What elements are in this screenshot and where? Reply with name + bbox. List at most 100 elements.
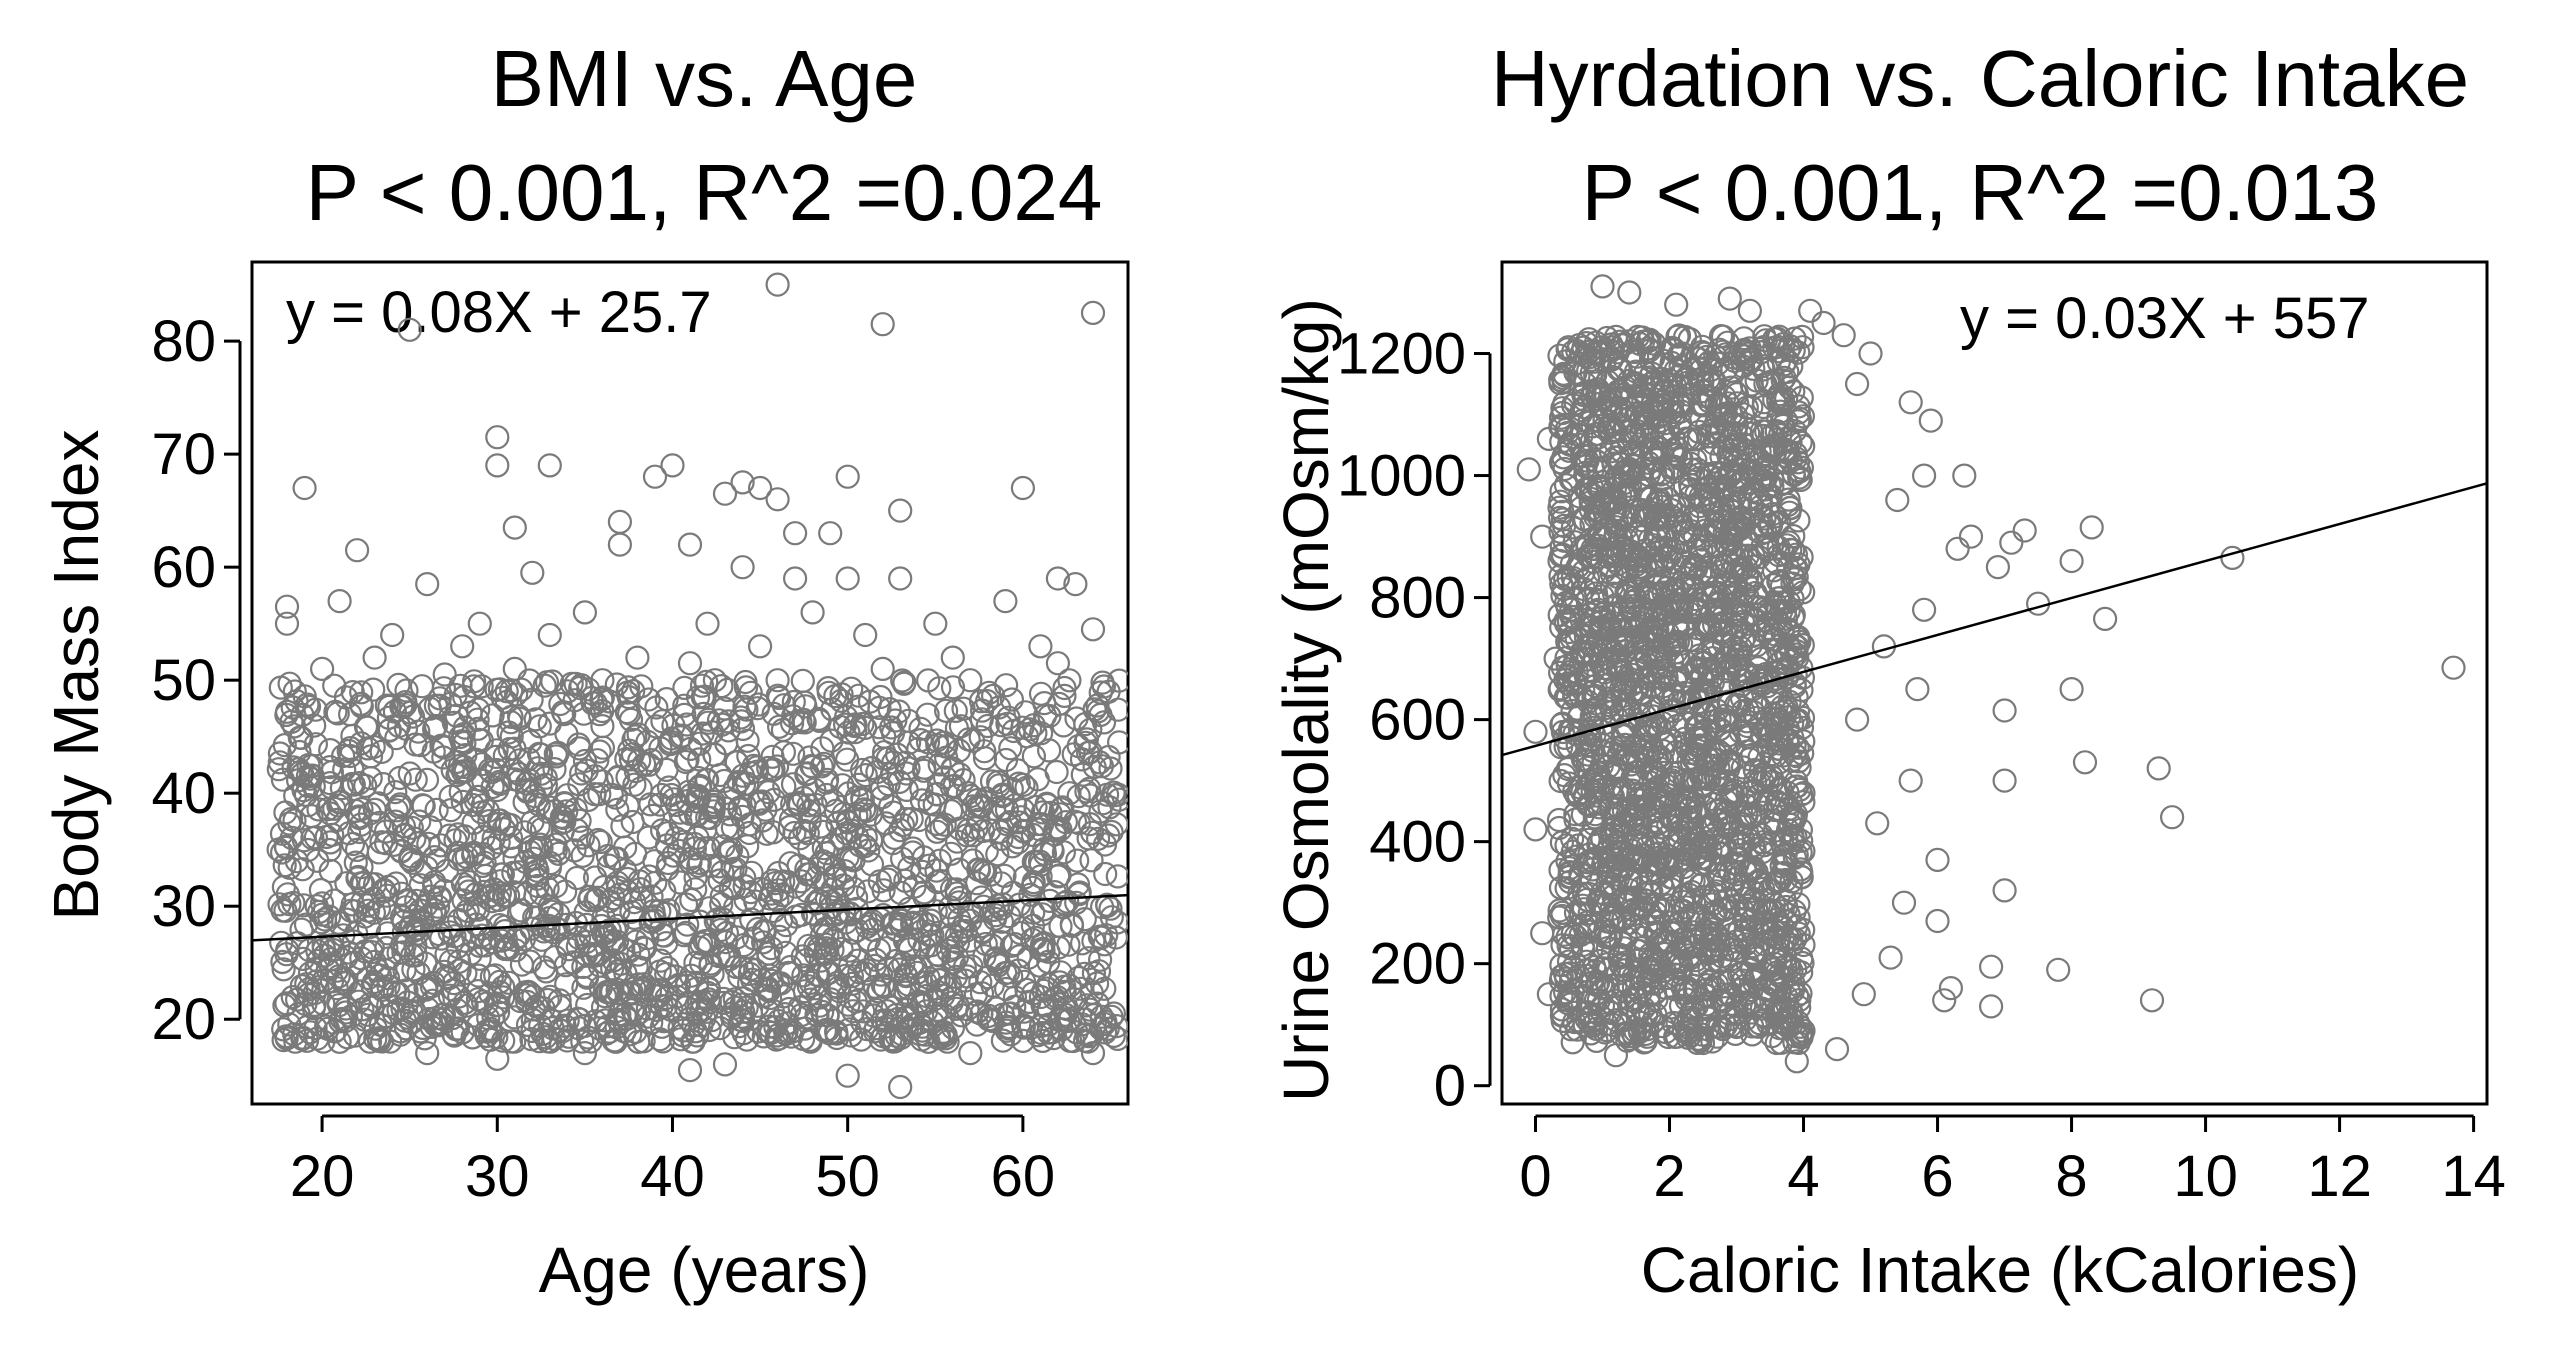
scatter-point — [880, 995, 905, 1020]
scatter-point — [1029, 937, 1054, 962]
scatter-point — [756, 945, 781, 970]
scatter-point — [417, 1006, 442, 1032]
scatter-point — [349, 694, 374, 719]
scatter-point — [974, 688, 1000, 714]
scatter-point — [835, 566, 860, 591]
scatter-point — [1698, 927, 1723, 953]
scatter-point — [1549, 572, 1574, 597]
scatter-point — [2072, 750, 2098, 775]
scatter-point — [1718, 528, 1743, 553]
scatter-point — [529, 774, 554, 799]
scatter-point — [518, 729, 543, 754]
scatter-point — [723, 856, 748, 881]
scatter-point — [353, 773, 378, 799]
scatter-point — [1999, 530, 2024, 555]
scatter-point — [1738, 569, 1763, 594]
scatter-point — [986, 950, 1011, 975]
y-tick-label: 60 — [151, 535, 216, 600]
scatter-point — [383, 779, 408, 805]
scatter-point — [859, 852, 885, 877]
scatter-point — [687, 731, 713, 756]
scatter-point — [1697, 957, 1722, 982]
scatter-point — [334, 945, 359, 970]
chart-subtitle: P < 0.001, R^2 =0.013 — [1582, 148, 2379, 237]
scatter-point — [628, 978, 653, 1004]
scatter-point — [1730, 628, 1756, 653]
scatter-point — [827, 978, 852, 1004]
scatter-point — [828, 714, 853, 740]
scatter-point — [416, 831, 441, 856]
scatter-point — [537, 453, 562, 478]
scatter-point — [635, 729, 660, 754]
scatter-point — [685, 685, 711, 710]
scatter-point — [543, 741, 568, 766]
scatter-point — [1736, 722, 1761, 747]
scatter-point — [1663, 443, 1689, 468]
scatter-point — [2146, 756, 2171, 781]
scatter-point — [470, 793, 495, 818]
scatter-point — [730, 1004, 755, 1029]
x-tick-label: 6 — [1921, 1144, 1953, 1209]
scatter-point — [2059, 676, 2084, 702]
scatter-point — [1616, 1024, 1642, 1049]
scatter-point — [279, 709, 304, 734]
scatter-point — [399, 815, 424, 840]
scatter-point — [290, 857, 315, 882]
scatter-point — [778, 851, 803, 876]
scatter-point — [671, 829, 696, 854]
scatter-point — [1741, 356, 1766, 381]
scatter-point — [894, 997, 920, 1022]
scatter-point — [1072, 906, 1097, 932]
scatter-point — [1672, 836, 1697, 861]
scatter-point — [772, 774, 797, 799]
scatter-point — [1788, 817, 1814, 842]
scatter-point — [305, 975, 330, 1000]
chart-title: BMI vs. Age — [491, 34, 918, 123]
scatter-point — [790, 668, 815, 694]
scatter-point — [916, 1029, 941, 1054]
scatter-point — [1051, 895, 1076, 920]
scatter-point — [358, 991, 383, 1017]
scatter-point — [716, 786, 741, 811]
scatter-point — [361, 900, 386, 925]
scatter-point — [751, 1024, 776, 1049]
scatter-point — [835, 464, 860, 489]
scatter-point — [980, 683, 1006, 709]
scatter-point — [931, 1021, 956, 1046]
scatter-point — [810, 736, 835, 761]
scatter-point — [1610, 460, 1636, 486]
scatter-point — [422, 898, 447, 923]
scatter-point — [2139, 988, 2165, 1013]
scatter-point — [308, 877, 333, 903]
scatter-point — [857, 689, 883, 714]
scatter-point — [498, 834, 524, 859]
scatter-point — [1701, 612, 1727, 637]
scatter-point — [572, 1040, 598, 1066]
scatter-point — [1783, 774, 1809, 799]
scatter-point — [783, 874, 808, 899]
scatter-point — [280, 984, 305, 1010]
scatter-point — [682, 836, 708, 861]
scatter-point — [933, 745, 959, 770]
scatter-point — [1668, 374, 1694, 399]
scatter-point — [1766, 339, 1791, 364]
scatter-point — [1735, 573, 1760, 598]
scatter-point — [694, 669, 719, 695]
scatter-point — [818, 521, 843, 546]
scatter-point — [414, 975, 439, 1000]
scatter-point — [1724, 432, 1749, 457]
scatter-point — [1715, 809, 1740, 835]
scatter-point — [1738, 633, 1763, 658]
scatter-point — [617, 939, 642, 964]
scatter-point — [1080, 617, 1106, 642]
scatter-point — [1755, 493, 1781, 518]
scatter-point — [583, 887, 609, 913]
scatter-point — [1700, 823, 1725, 848]
scatter-point — [607, 509, 633, 535]
scatter-point — [1566, 705, 1592, 730]
scatter-point — [356, 892, 381, 918]
scatter-point — [1633, 556, 1658, 581]
scatter-point — [867, 869, 892, 894]
scatter-point — [394, 678, 419, 703]
